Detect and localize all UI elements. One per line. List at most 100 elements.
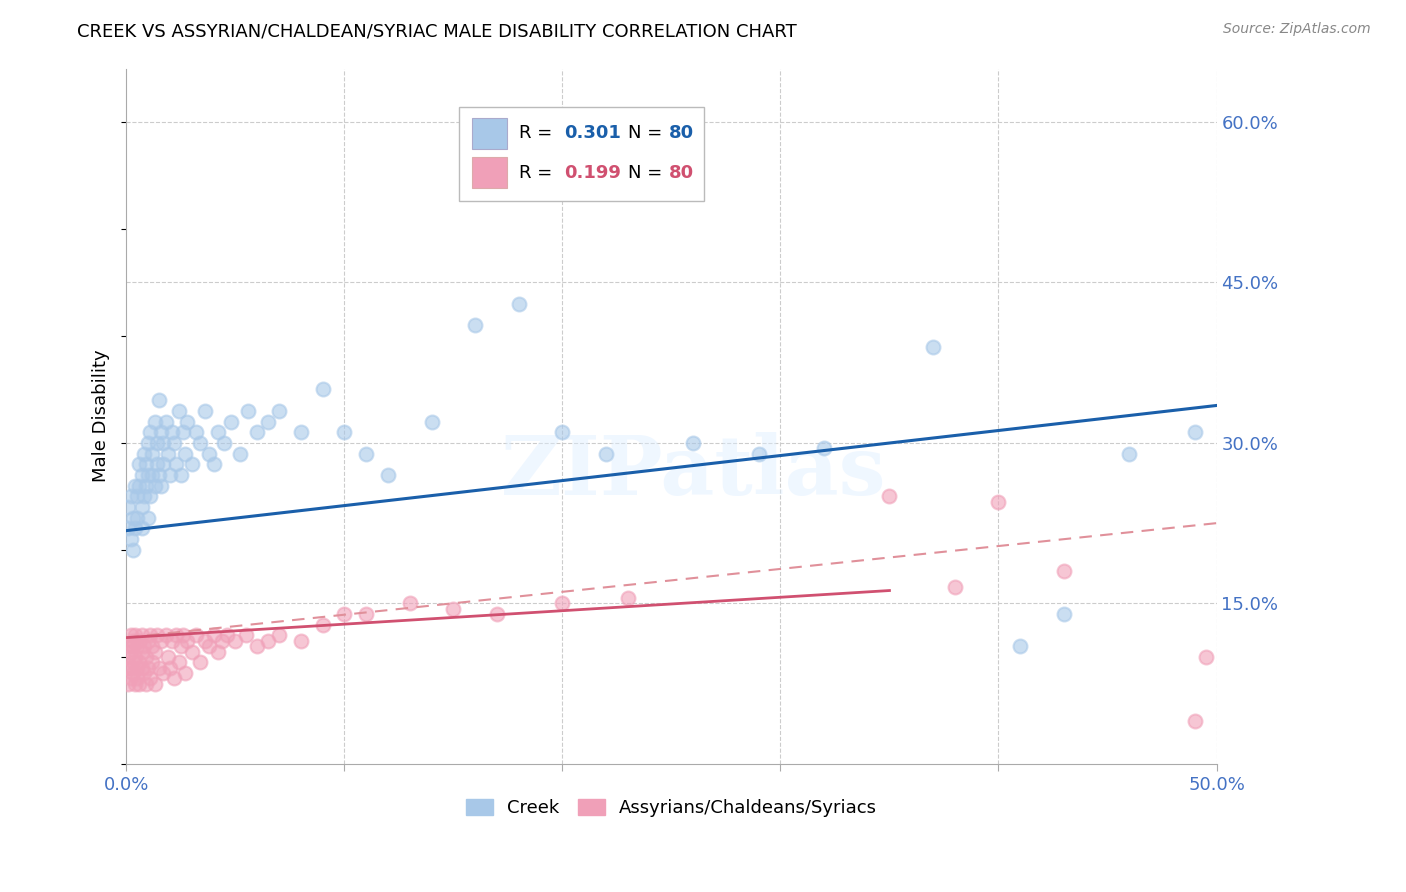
Point bbox=[128, 676, 150, 690]
Point bbox=[748, 447, 770, 461]
Point bbox=[879, 490, 901, 504]
Point bbox=[150, 479, 173, 493]
Point bbox=[146, 458, 169, 472]
Point bbox=[131, 628, 153, 642]
Point bbox=[508, 297, 530, 311]
Point bbox=[267, 628, 290, 642]
Point bbox=[121, 633, 143, 648]
Point bbox=[246, 425, 269, 440]
Point bbox=[141, 447, 163, 461]
Point bbox=[132, 639, 155, 653]
Point bbox=[139, 671, 162, 685]
Text: 80: 80 bbox=[669, 164, 695, 182]
Point bbox=[184, 425, 207, 440]
Point bbox=[441, 601, 464, 615]
Point bbox=[172, 425, 194, 440]
Point bbox=[124, 676, 146, 690]
Point bbox=[228, 447, 250, 461]
Point bbox=[174, 665, 197, 680]
Point bbox=[813, 442, 835, 456]
Point bbox=[152, 458, 174, 472]
Point bbox=[194, 404, 217, 418]
Point bbox=[117, 639, 139, 653]
Point bbox=[174, 447, 197, 461]
Point bbox=[131, 468, 153, 483]
Text: N =: N = bbox=[628, 164, 668, 182]
Point bbox=[127, 490, 149, 504]
Point bbox=[257, 415, 280, 429]
Point bbox=[135, 676, 157, 690]
Point bbox=[124, 628, 146, 642]
Point bbox=[148, 393, 170, 408]
Point bbox=[124, 649, 146, 664]
Point bbox=[155, 628, 177, 642]
Point bbox=[163, 436, 186, 450]
Text: N =: N = bbox=[628, 124, 668, 142]
Point bbox=[127, 639, 149, 653]
Text: ZIPatlas: ZIPatlas bbox=[501, 432, 886, 512]
Point bbox=[146, 628, 169, 642]
Point bbox=[127, 671, 149, 685]
Text: CREEK VS ASSYRIAN/CHALDEAN/SYRIAC MALE DISABILITY CORRELATION CHART: CREEK VS ASSYRIAN/CHALDEAN/SYRIAC MALE D… bbox=[77, 22, 797, 40]
Text: 0.199: 0.199 bbox=[565, 164, 621, 182]
Point bbox=[121, 665, 143, 680]
Point bbox=[1184, 425, 1206, 440]
Point bbox=[190, 436, 212, 450]
Point bbox=[148, 468, 170, 483]
Point bbox=[132, 665, 155, 680]
Point bbox=[207, 425, 229, 440]
Point bbox=[117, 649, 139, 664]
Point bbox=[132, 447, 155, 461]
Point bbox=[120, 671, 142, 685]
Point bbox=[238, 404, 260, 418]
Point bbox=[172, 628, 194, 642]
Point bbox=[132, 490, 155, 504]
Point bbox=[136, 660, 159, 674]
Point bbox=[290, 633, 312, 648]
Point bbox=[156, 447, 179, 461]
Point bbox=[131, 660, 153, 674]
Point bbox=[202, 458, 225, 472]
Point bbox=[117, 500, 139, 514]
Point bbox=[485, 607, 508, 621]
Point bbox=[160, 425, 183, 440]
Point bbox=[267, 404, 290, 418]
Point bbox=[219, 415, 242, 429]
Point bbox=[170, 639, 193, 653]
Point bbox=[120, 660, 142, 674]
Point bbox=[159, 660, 181, 674]
Text: 0.301: 0.301 bbox=[565, 124, 621, 142]
Point bbox=[120, 644, 142, 658]
Point bbox=[354, 447, 377, 461]
Point bbox=[246, 639, 269, 653]
Point bbox=[143, 479, 166, 493]
Text: R =: R = bbox=[519, 164, 558, 182]
Point bbox=[139, 490, 162, 504]
Point bbox=[131, 500, 153, 514]
FancyBboxPatch shape bbox=[472, 157, 506, 188]
Point bbox=[150, 425, 173, 440]
Point bbox=[943, 580, 966, 594]
Point bbox=[124, 479, 146, 493]
FancyBboxPatch shape bbox=[458, 107, 704, 201]
Point bbox=[165, 628, 187, 642]
Point bbox=[987, 494, 1010, 508]
Point bbox=[167, 404, 190, 418]
Point bbox=[311, 617, 333, 632]
Point bbox=[211, 633, 233, 648]
Point bbox=[333, 425, 356, 440]
Point bbox=[128, 633, 150, 648]
Point bbox=[235, 628, 257, 642]
Point bbox=[1010, 639, 1032, 653]
Point bbox=[165, 458, 187, 472]
Point bbox=[143, 676, 166, 690]
Point bbox=[143, 644, 166, 658]
Point bbox=[136, 436, 159, 450]
Point bbox=[354, 607, 377, 621]
Y-axis label: Male Disability: Male Disability bbox=[93, 350, 110, 483]
Point bbox=[128, 655, 150, 669]
Point bbox=[163, 671, 186, 685]
Point bbox=[224, 633, 246, 648]
Point bbox=[176, 633, 198, 648]
Point bbox=[215, 628, 238, 642]
